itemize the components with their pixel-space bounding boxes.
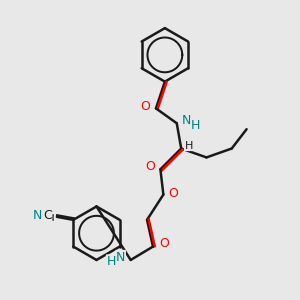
Text: O: O xyxy=(145,160,155,173)
Text: C: C xyxy=(43,209,52,222)
Text: O: O xyxy=(168,187,178,200)
Text: O: O xyxy=(159,237,169,250)
Text: H: H xyxy=(184,140,193,151)
Text: H: H xyxy=(191,119,200,132)
Text: H: H xyxy=(106,255,116,268)
Text: N: N xyxy=(116,250,125,263)
Text: N: N xyxy=(33,209,42,222)
Text: O: O xyxy=(141,100,151,113)
Text: N: N xyxy=(182,114,191,127)
